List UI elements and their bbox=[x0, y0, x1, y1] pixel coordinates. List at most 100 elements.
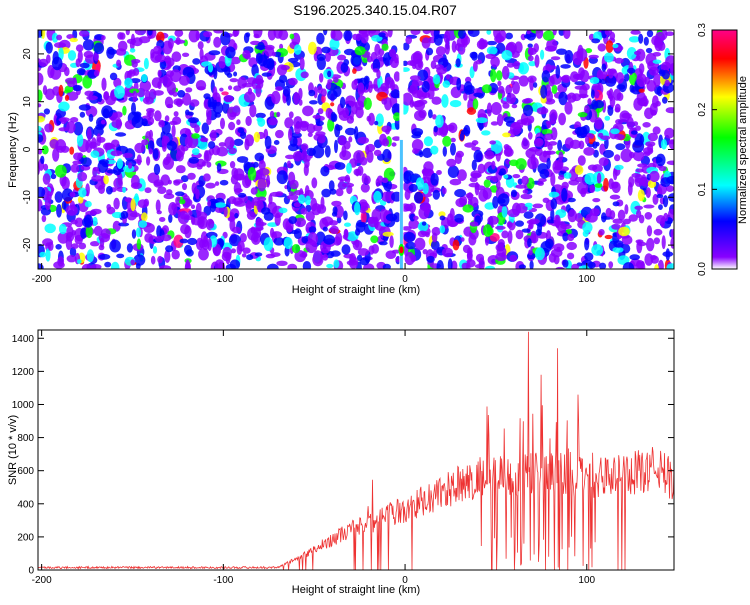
heatmap-speckle bbox=[644, 253, 654, 266]
heatmap-speckle bbox=[298, 120, 310, 128]
heatmap-speckle bbox=[300, 71, 309, 79]
heatmap-speckle bbox=[523, 34, 532, 39]
heatmap-speckle bbox=[221, 91, 229, 96]
heatmap-speckle bbox=[56, 145, 64, 151]
heatmap-speckle bbox=[614, 164, 624, 170]
heatmap-speckle bbox=[444, 41, 450, 55]
heatmap-speckle bbox=[404, 203, 414, 211]
heatmap-speckle bbox=[84, 200, 92, 208]
x-tick-label: -200 bbox=[32, 575, 52, 586]
heatmap-speckle bbox=[632, 150, 645, 162]
heatmap-speckle bbox=[267, 117, 278, 126]
heatmap-speckle bbox=[98, 184, 105, 194]
heatmap-speckle bbox=[661, 235, 666, 250]
heatmap-speckle bbox=[264, 135, 272, 149]
heatmap-speckle bbox=[255, 74, 264, 85]
heatmap-speckle bbox=[515, 229, 524, 240]
heatmap-speckle bbox=[541, 128, 553, 135]
heatmap-speckle bbox=[118, 222, 130, 227]
heatmap-speckle bbox=[219, 179, 229, 186]
heatmap-speckle bbox=[378, 32, 386, 38]
heatmap-speckle bbox=[435, 46, 446, 56]
heatmap-speckle bbox=[220, 117, 225, 130]
heatmap-speckle bbox=[233, 182, 242, 195]
heatmap-speckle bbox=[587, 261, 596, 269]
heatmap-speckle bbox=[550, 56, 561, 61]
heatmap-speckle bbox=[547, 143, 553, 151]
heatmap-speckle bbox=[449, 178, 462, 186]
heatmap-speckle bbox=[594, 183, 603, 188]
heatmap-speckle bbox=[103, 175, 109, 185]
heatmap-speckle bbox=[454, 189, 466, 198]
heatmap-speckle bbox=[70, 163, 80, 173]
heatmap-speckle bbox=[273, 237, 285, 246]
heatmap-cells bbox=[38, 30, 674, 269]
heatmap-speckle bbox=[285, 154, 296, 160]
heatmap-speckle bbox=[77, 196, 84, 204]
heatmap-speckle bbox=[219, 87, 224, 92]
heatmap-speckle bbox=[391, 142, 397, 147]
heatmap-speckle bbox=[152, 246, 158, 254]
heatmap-speckle bbox=[646, 30, 654, 38]
heatmap-speckle bbox=[614, 103, 621, 113]
heatmap-speckle bbox=[442, 135, 452, 147]
heatmap-speckle bbox=[447, 165, 459, 178]
heatmap-speckle bbox=[522, 104, 534, 117]
heatmap-speckle bbox=[90, 264, 102, 269]
heatmap-speckle bbox=[39, 251, 46, 258]
heatmap-speckle bbox=[234, 212, 239, 219]
heatmap-speckle bbox=[300, 143, 309, 151]
heatmap-speckle bbox=[575, 212, 583, 223]
y-tick-label: 1200 bbox=[12, 367, 35, 378]
heatmap-speckle bbox=[335, 188, 344, 197]
heatmap-speckle bbox=[466, 107, 477, 115]
heatmap-y-axis: -20 -10 0 10 20 bbox=[22, 48, 674, 252]
heatmap-speckle bbox=[38, 72, 44, 86]
heatmap-speckle bbox=[213, 30, 224, 34]
heatmap-speckle bbox=[357, 136, 369, 144]
heatmap-speckle bbox=[148, 129, 153, 140]
heatmap-speckle bbox=[357, 248, 369, 256]
heatmap-speckle bbox=[373, 190, 382, 203]
heatmap-speckle bbox=[430, 240, 440, 251]
heatmap-speckle bbox=[608, 68, 614, 79]
heatmap-speckle bbox=[569, 139, 581, 149]
heatmap-speckle bbox=[250, 226, 256, 234]
heatmap-speckle bbox=[588, 133, 595, 139]
heatmap-speckle bbox=[265, 253, 276, 259]
heatmap-speckle bbox=[228, 147, 237, 155]
heatmap-speckle bbox=[652, 59, 662, 64]
heatmap-speckle bbox=[341, 145, 347, 158]
heatmap-speckle bbox=[422, 30, 431, 35]
heatmap-speckle bbox=[477, 163, 486, 174]
heatmap-speckle bbox=[506, 221, 513, 229]
heatmap-speckle bbox=[613, 240, 624, 248]
heatmap-speckle bbox=[567, 252, 575, 260]
heatmap-speckle bbox=[212, 86, 218, 101]
heatmap-speckle bbox=[457, 43, 466, 55]
heatmap-speckle bbox=[582, 124, 590, 135]
heatmap-speckle bbox=[339, 96, 346, 109]
heatmap-speckle bbox=[177, 90, 186, 98]
heatmap-speckle bbox=[114, 85, 125, 99]
heatmap-speckle bbox=[644, 107, 654, 120]
heatmap-speckle bbox=[331, 200, 342, 207]
heatmap-speckle bbox=[462, 204, 474, 213]
heatmap-speckle bbox=[535, 228, 542, 236]
heatmap-speckle bbox=[302, 105, 314, 117]
heatmap-speckle bbox=[335, 124, 343, 131]
heatmap-speckle bbox=[98, 159, 110, 165]
heatmap-speckle bbox=[446, 74, 450, 80]
y-tick-label: 10 bbox=[22, 96, 33, 108]
heatmap-speckle bbox=[135, 263, 141, 269]
heatmap-speckle bbox=[230, 248, 236, 254]
heatmap-speckle bbox=[291, 244, 301, 254]
heatmap-speckle bbox=[540, 84, 548, 99]
heatmap-speckle bbox=[612, 167, 618, 181]
heatmap-speckle bbox=[553, 214, 561, 228]
heatmap-speckle bbox=[209, 129, 217, 142]
heatmap-speckle bbox=[53, 261, 65, 269]
heatmap-speckle bbox=[229, 139, 234, 149]
heatmap-speckle bbox=[403, 232, 416, 243]
heatmap-speckle bbox=[473, 61, 478, 72]
